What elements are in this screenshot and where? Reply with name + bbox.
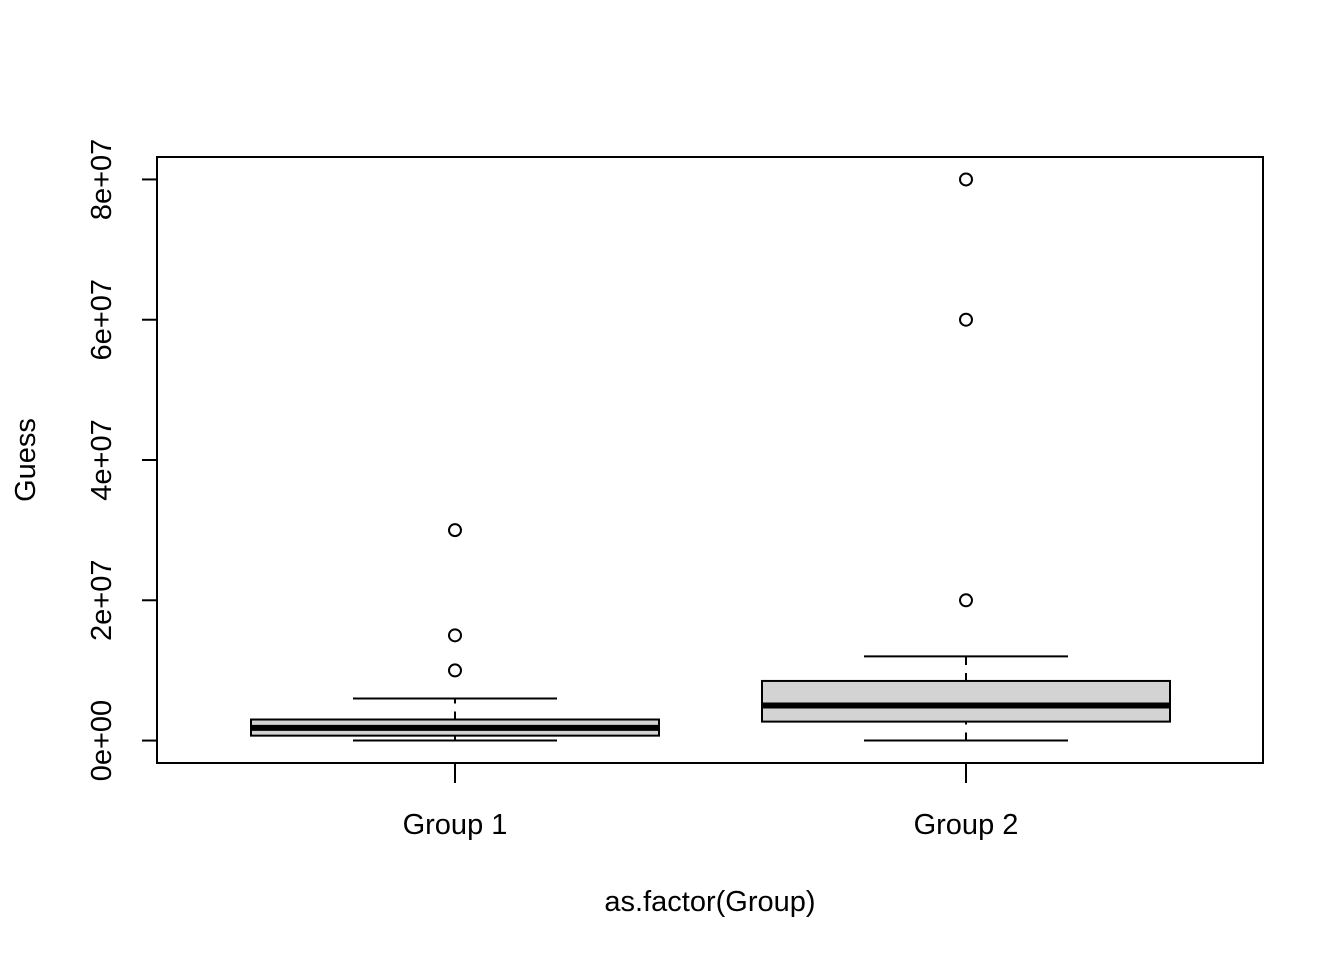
x-axis: Group 1 Group 2 xyxy=(403,763,1019,841)
outlier-point xyxy=(959,172,973,187)
x-tick-label: Group 1 xyxy=(403,809,508,841)
y-tick-label: 6e+07 xyxy=(86,279,118,360)
y-axis-label: Guess xyxy=(10,418,42,502)
y-tick-label: 0e+00 xyxy=(86,700,118,781)
outlier-point xyxy=(959,593,973,608)
boxes xyxy=(250,172,1171,742)
y-tick-label: 4e+07 xyxy=(86,419,118,500)
outlier-point xyxy=(959,312,973,327)
box-group xyxy=(250,523,660,742)
y-tick-label: 2e+07 xyxy=(86,560,118,641)
iqr-box xyxy=(761,679,1171,723)
x-axis-label: as.factor(Group) xyxy=(604,886,815,918)
outlier-point xyxy=(448,663,462,678)
x-tick-label: Group 2 xyxy=(914,809,1019,841)
plot-frame xyxy=(156,156,1264,764)
y-tick-label: 8e+07 xyxy=(86,139,118,220)
outlier-point xyxy=(448,628,462,643)
box-group xyxy=(761,172,1171,742)
y-axis: 0e+00 2e+07 4e+07 6e+07 8e+07 xyxy=(86,139,158,781)
outlier-point xyxy=(448,523,462,538)
